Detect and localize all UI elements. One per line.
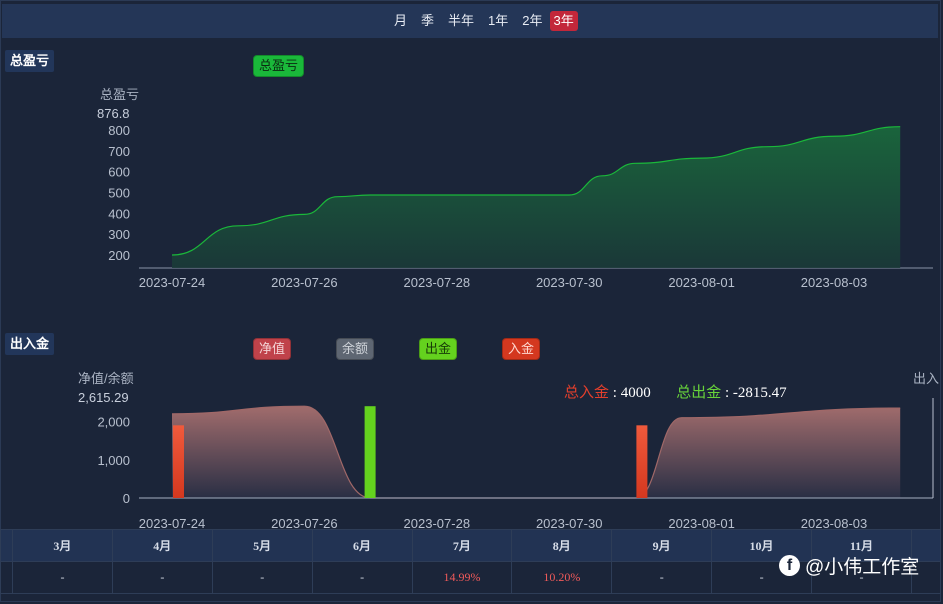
table-cell: - (211, 561, 313, 594)
table-header: 7月 (411, 529, 513, 562)
period-half-year[interactable]: 半年 (448, 13, 475, 28)
deposit-bar (173, 425, 184, 498)
period-1-year[interactable]: 1年 (488, 13, 509, 28)
total-out-label: 总出金 (676, 385, 722, 401)
table-cell: - (111, 561, 213, 594)
pnl-line (171, 126, 901, 256)
flow-summary: 总入金 : 4000 总出金 : -2815.47 (564, 385, 787, 401)
legend-withdrawal[interactable]: 出金 (419, 338, 458, 360)
pnl-y-tick: 600 (108, 165, 130, 180)
flow-y-tick: 0 (123, 491, 130, 506)
pnl-x-tick: 2023-08-03 (801, 275, 868, 290)
legend-balance[interactable]: 余额 (336, 338, 375, 360)
pnl-y-tick: 800 (108, 123, 130, 138)
table-header: 4月 (111, 529, 213, 562)
flow-x-tick: 2023-07-24 (139, 516, 206, 530)
withdrawal-bar (364, 406, 376, 498)
total-in-value: 4000 (620, 385, 651, 401)
flow-y-tick: 1,000 (97, 453, 130, 468)
flow-x-tick: 2023-07-26 (271, 516, 338, 530)
deposit-bar (636, 425, 648, 498)
table-header-row: 3月 4月 5月 6月 7月 8月 9月 10月 11月 (0, 529, 941, 562)
pnl-y-tick: 500 (108, 186, 130, 201)
monthly-returns-table: 3月 4月 5月 6月 7月 8月 9月 10月 11月 - - - - 14.… (0, 529, 941, 594)
watermark: f @小伟工作室 (779, 552, 919, 578)
pnl-x-tick: 2023-07-30 (536, 275, 603, 290)
period-3-year[interactable]: 3年 (549, 11, 578, 31)
period-2-year[interactable]: 2年 (522, 13, 543, 28)
flow-x-tick: 2023-08-01 (668, 516, 735, 530)
table-header: 6月 (311, 529, 413, 562)
period-quarter[interactable]: 季 (421, 13, 435, 28)
pnl-area (172, 126, 901, 269)
flow-y-axis-title: 净值/余额 (78, 371, 134, 386)
table-header: 9月 (611, 529, 713, 562)
legend-net-value[interactable]: 净值 (253, 338, 292, 360)
pnl-y-axis-title: 总盈亏 (100, 87, 140, 102)
pnl-x-tick: 2023-07-24 (139, 275, 206, 290)
net-value-area (172, 406, 901, 498)
table-cell: 14.99% (411, 561, 513, 594)
pnl-y-tick: 400 (108, 206, 130, 221)
pnl-x-tick: 2023-07-28 (404, 275, 471, 290)
pnl-y-max-label: 876.8 (97, 106, 130, 121)
table-cell: - (811, 561, 912, 594)
table-cell: - (611, 561, 713, 594)
pnl-y-tick: 300 (108, 227, 130, 242)
total-out-value: -2815.47 (732, 385, 787, 401)
pnl-legend-chip[interactable]: 总盈亏 (253, 55, 305, 77)
pnl-chart: 200 300 400 500 600 700 800 2023-07-24 2023-07-2… (108, 123, 933, 290)
flow-right-axis-title: 出入 (913, 371, 940, 386)
table-header (0, 529, 13, 562)
watermark-text: @小伟工作室 (805, 556, 920, 578)
table-header: 11月 (811, 529, 912, 562)
period-month[interactable]: 月 (394, 13, 408, 28)
period-toolbar (2, 4, 938, 38)
pnl-x-tick: 2023-07-26 (271, 275, 338, 290)
pnl-y-tick: 200 (108, 248, 130, 263)
period-selector: 月 季 半年 1年 2年 3年 (387, 11, 578, 31)
facebook-icon: f (779, 554, 800, 576)
table-cell (0, 561, 13, 594)
table-header (911, 529, 941, 562)
flow-y-tick: 2,000 (97, 415, 130, 430)
pnl-section-tag: 总盈亏 (5, 50, 55, 72)
legend-deposit[interactable]: 入金 (502, 338, 541, 360)
flow-x-tick: 2023-07-28 (404, 516, 471, 530)
flow-x-tick: 2023-07-30 (536, 516, 603, 530)
pnl-x-tick: 2023-08-01 (668, 275, 735, 290)
table-cell: 10.20% (511, 561, 613, 594)
table-header: 8月 (511, 529, 613, 562)
table-cell: - (311, 561, 413, 594)
flow-chart: 0 1,000 2,000 2023-07-24 2023-07-26 2023-07-2… (97, 398, 934, 530)
flow-section-tag: 出入金 (5, 333, 55, 355)
total-in-label: 总入金 (564, 385, 610, 401)
flow-x-tick: 2023-08-03 (801, 516, 868, 530)
table-header: 5月 (211, 529, 313, 562)
table-cell: - (12, 561, 113, 594)
pnl-y-tick: 700 (108, 144, 130, 159)
table-header: 3月 (12, 529, 113, 562)
flow-y-max-label: 2,615.29 (78, 390, 129, 405)
table-cell (911, 561, 941, 594)
